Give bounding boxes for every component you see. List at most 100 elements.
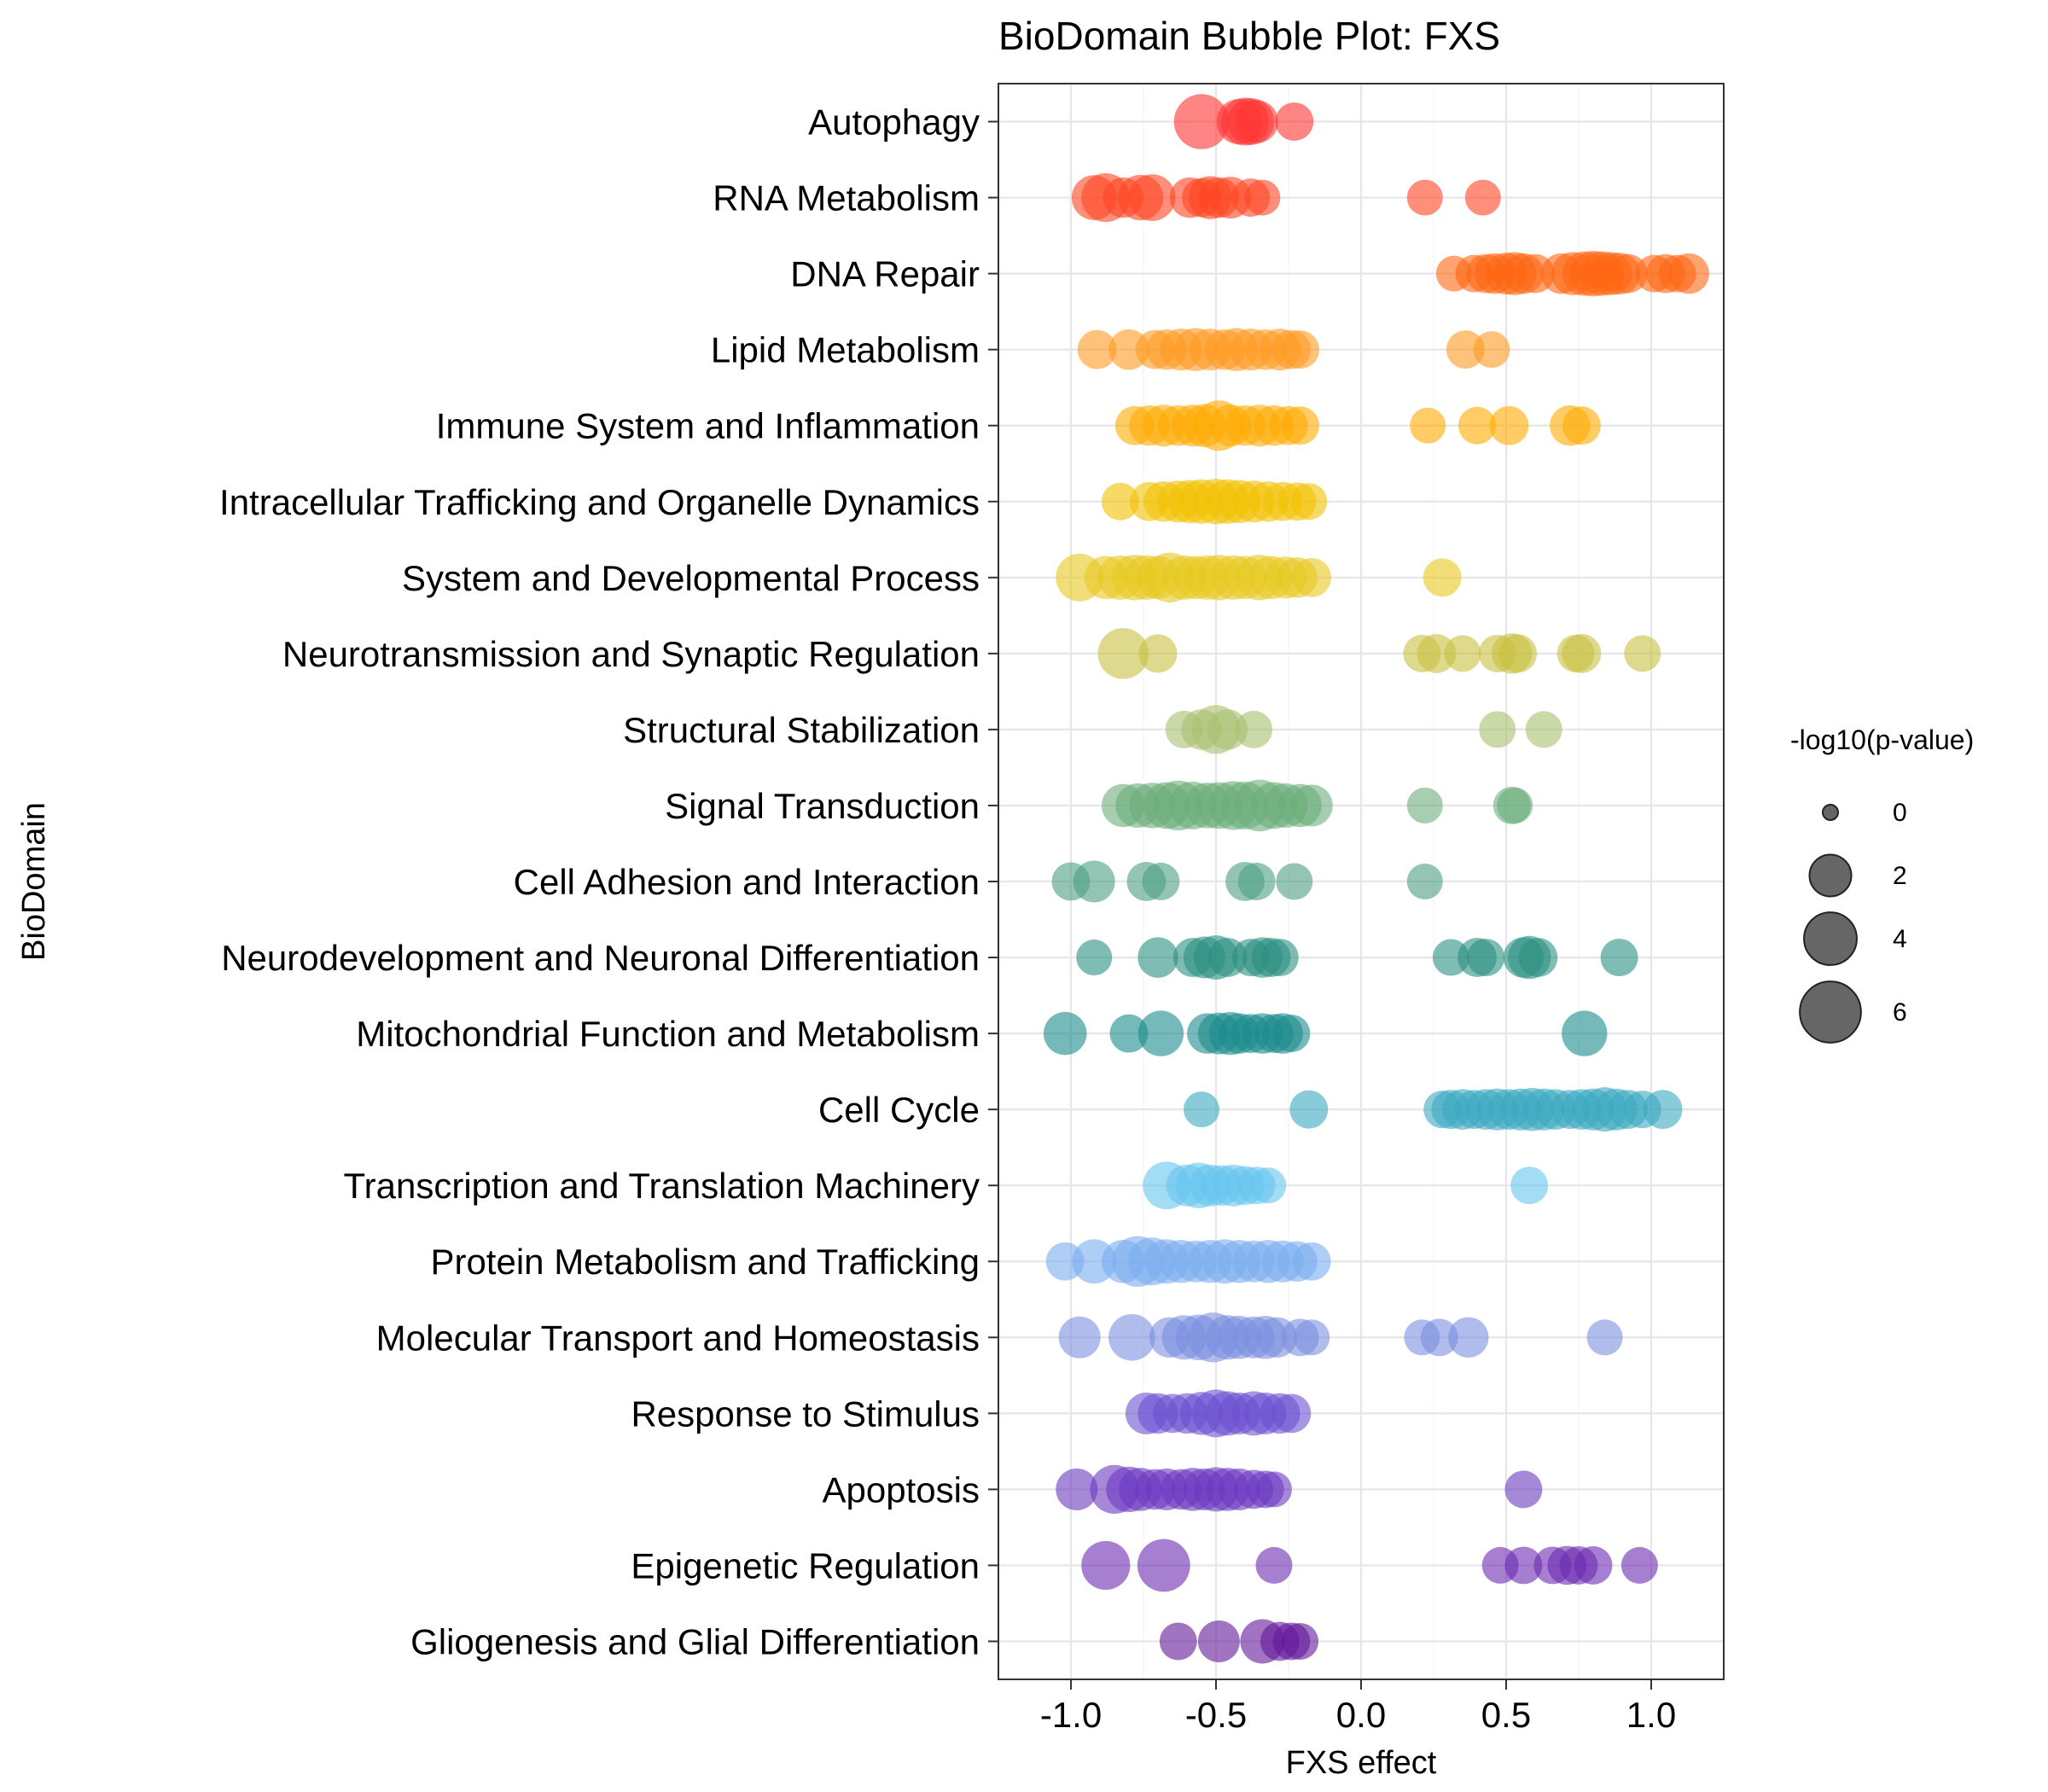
bubble-point [1073,860,1115,903]
bubble-point [1292,557,1332,597]
bubble-point [1458,406,1496,445]
bubble-point [1076,940,1113,976]
bubble-point [1406,863,1443,900]
y-tick-label: Cell Cycle [818,1090,980,1130]
bubble-point [1668,253,1709,294]
bubble-point [1562,1010,1608,1056]
bubble-series [1076,935,1638,980]
bubble-point [1574,1546,1613,1585]
bubble-series [1165,705,1562,754]
bubble-series [1435,250,1709,297]
bubble-series [1101,479,1328,525]
bubble-series [1097,628,1661,679]
bubble-point [1276,863,1313,900]
y-tick-label: Response to Stimulus [631,1393,980,1434]
y-axis-title: BioDomain [16,802,52,961]
bubble-point [1510,1167,1549,1205]
bubble-series [1114,400,1601,451]
bubble-point [1448,1317,1489,1358]
bubble-point [1292,1242,1331,1281]
y-tick-label: Autophagy [808,102,980,143]
legend-label: 2 [1893,862,1907,890]
bubble-point [1406,787,1443,823]
y-tick-label: Signal Transduction [665,786,980,826]
bubble-point [1620,1546,1658,1584]
bubble-point [1608,253,1648,294]
size-legend: -log10(p-value) 0 2 4 6 [1790,724,1974,1044]
legend-bubble [1808,853,1853,898]
bubble-point [1250,1167,1287,1204]
bubble-point [1518,938,1558,977]
y-tick-label: Neurodevelopment and Neuronal Differenti… [221,938,980,978]
bubble-point [1137,937,1178,978]
x-tick-label: -0.5 [1185,1695,1247,1735]
x-tick-label: 1.0 [1626,1695,1676,1735]
legend-label: 4 [1893,925,1907,953]
bubble-point [1081,1540,1131,1591]
x-axis-title: FXS effect [1286,1745,1437,1781]
legend-label: 0 [1893,799,1907,827]
bubble-point [1420,1318,1458,1357]
plot-panel [998,83,1725,1680]
chart-title: BioDomain Bubble Plot: FXS [998,14,1500,58]
bubble-point [1260,939,1299,977]
bubble-series [1077,328,1510,371]
bubble-point [1624,635,1661,672]
bubble-point [1128,174,1176,221]
bubble-point [1142,863,1180,900]
bubble-point [1562,406,1601,445]
bubble-series [1125,1389,1312,1438]
bubble-point [1043,1011,1087,1056]
bubble-point [1290,483,1328,521]
bubble-point [1137,1539,1190,1592]
bubble-point [1467,939,1505,977]
bubble-point [1097,628,1149,679]
bubble-series [1173,94,1314,149]
bubble-point [1058,1316,1101,1359]
bubble-point [1504,1470,1543,1509]
bubble-point [1137,1010,1184,1056]
bubble-series [1071,172,1501,223]
bubble-point [1237,863,1276,900]
bubble-point [1410,407,1446,444]
x-tick-label: 0.0 [1336,1695,1386,1735]
bubble-point [1525,711,1562,748]
bubble-point [1281,406,1320,445]
bubble-series [1143,1161,1549,1210]
y-tick-label: Epigenetic Regulation [631,1545,980,1585]
bubble-point [1197,1620,1240,1662]
bubble-point [1108,1313,1155,1361]
bubble-point [1464,179,1501,216]
bubble-point [1173,94,1230,149]
bubble-point [1275,102,1314,141]
bubble-point [1562,633,1602,673]
bubble-point [1271,1393,1312,1434]
bubble-series [1183,1087,1683,1132]
legend-bubble [1799,980,1862,1044]
bubble-series [1159,1619,1319,1664]
bubble-point [1183,1091,1220,1128]
y-tick-label: Cell Adhesion and Interaction [514,862,980,902]
bubble-point [1159,1622,1197,1661]
y-tick-label: Structural Stabilization [623,710,980,750]
bubble-point [1244,179,1281,216]
legend-bubble [1803,911,1858,966]
legend-bubble [1822,804,1839,821]
y-tick-label: Transcription and Translation Machinery [344,1166,980,1206]
y-tick-label: Apoptosis [823,1469,980,1510]
bubble-point [1479,711,1516,748]
bubble-point [1235,100,1278,143]
legend-items: 0 2 4 6 [1799,799,1907,1044]
bubble-point [1235,710,1273,748]
x-tick-label: 0.5 [1481,1695,1531,1735]
bubble-series [1081,1539,1658,1592]
bubble-point [1207,709,1248,750]
bubble-point [1272,1015,1311,1053]
bubble-layer [1043,94,1709,1664]
bubble-point [1056,1468,1098,1510]
y-tick-label: Neurotransmission and Synaptic Regulatio… [282,634,980,674]
bubble-point [1473,331,1510,369]
bubble-point [1109,1014,1149,1053]
bubble-point [1504,1546,1543,1585]
